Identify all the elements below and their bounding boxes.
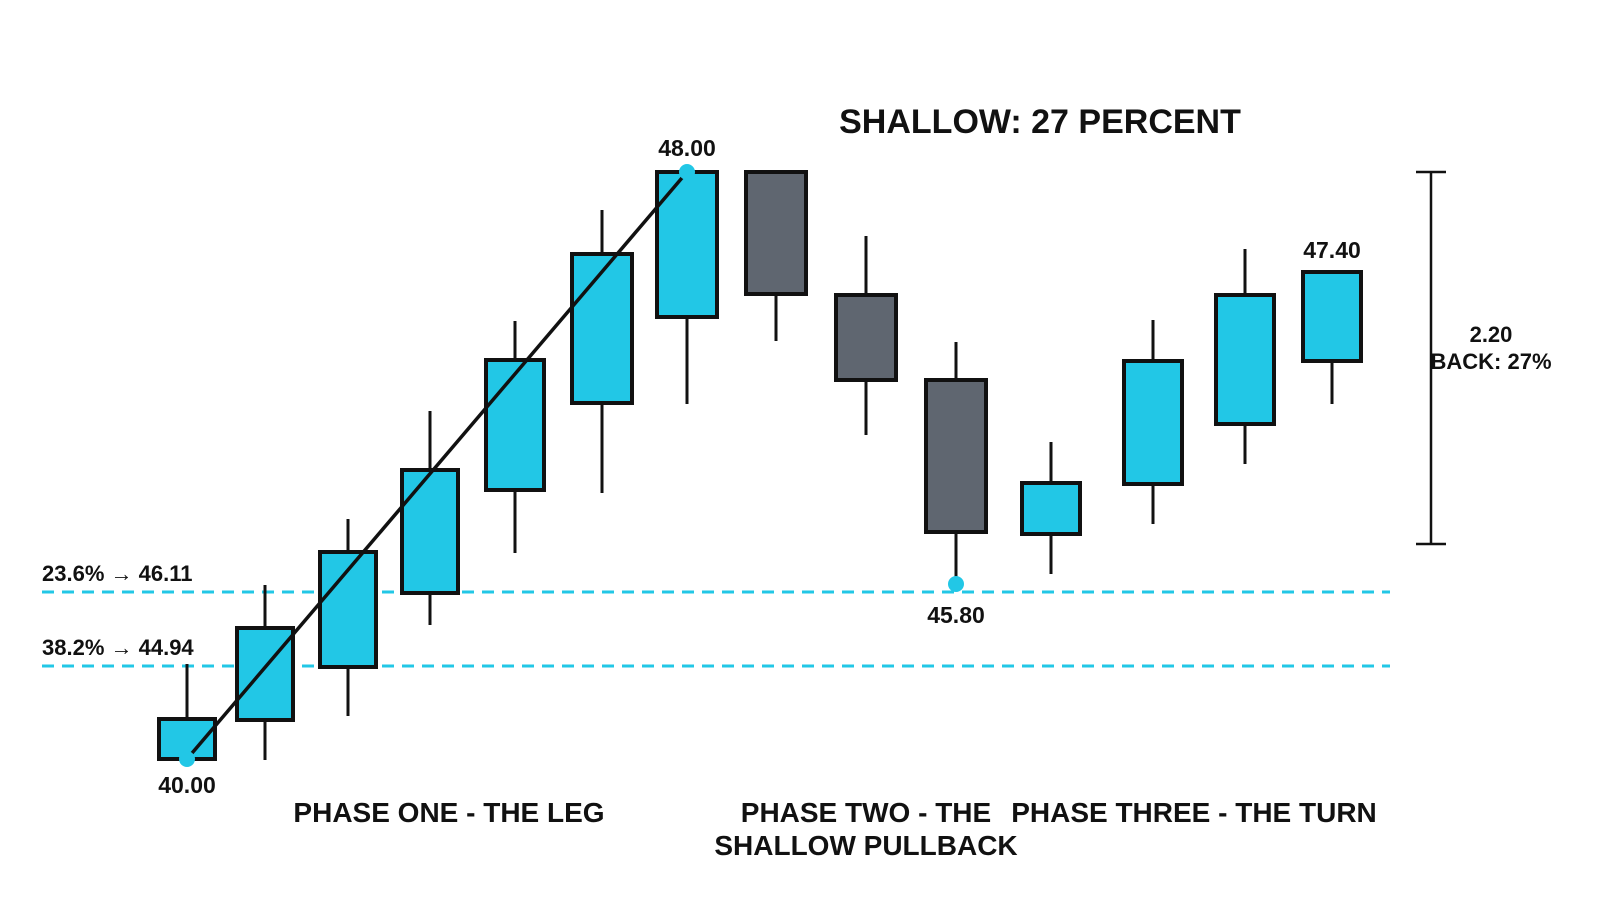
candle [655,170,719,404]
phase-label: SHALLOW PULLBACK [714,830,1017,861]
fib-level-label: 38.2% → 44.94 [42,635,194,660]
chart-labels: SHALLOW: 27 PERCENT 40.00 48.00 45.80 47.40… [158,103,1377,861]
candle-body [1301,270,1363,363]
price-label: 47.40 [1303,237,1361,263]
measure-label: 2.20 [1470,322,1513,347]
price-label: 48.00 [658,135,716,161]
candle [744,170,808,341]
candle [570,210,634,493]
candle [400,411,460,625]
price-markers [179,164,964,767]
phase-label: PHASE ONE - THE LEG [293,797,604,828]
trend-line-layer [185,170,689,761]
candle [157,664,217,761]
measure-label: BACK: 27% [1430,349,1551,374]
candle [1020,442,1082,574]
candle-body [400,468,460,595]
candle-body [924,378,988,534]
candle [1214,249,1276,464]
candle [924,342,988,584]
candle [1122,320,1184,524]
phase-label: PHASE TWO - THE [741,797,991,828]
candle [484,321,546,553]
candle-body [1122,359,1184,486]
price-marker-dot [948,576,964,592]
phase-label: PHASE THREE - THE TURN [1011,797,1377,828]
candle-body [655,170,719,319]
candle-body [834,293,898,382]
fib-level-label: 23.6% → 46.11 [42,561,192,586]
candle [834,236,898,435]
candles [157,170,1363,761]
candle-body [484,358,546,492]
price-marker-dot [179,751,195,767]
price-label: 45.80 [927,602,985,628]
price-label: 40.00 [158,772,216,798]
price-marker-dot [679,164,695,180]
candle-body [744,170,808,296]
candle-body [1214,293,1276,426]
candle-body [570,252,634,405]
trend-line [185,170,689,761]
candle [1301,270,1363,404]
candle-body [1020,481,1082,536]
candle [235,585,295,760]
chart-title: SHALLOW: 27 PERCENT [839,103,1241,141]
